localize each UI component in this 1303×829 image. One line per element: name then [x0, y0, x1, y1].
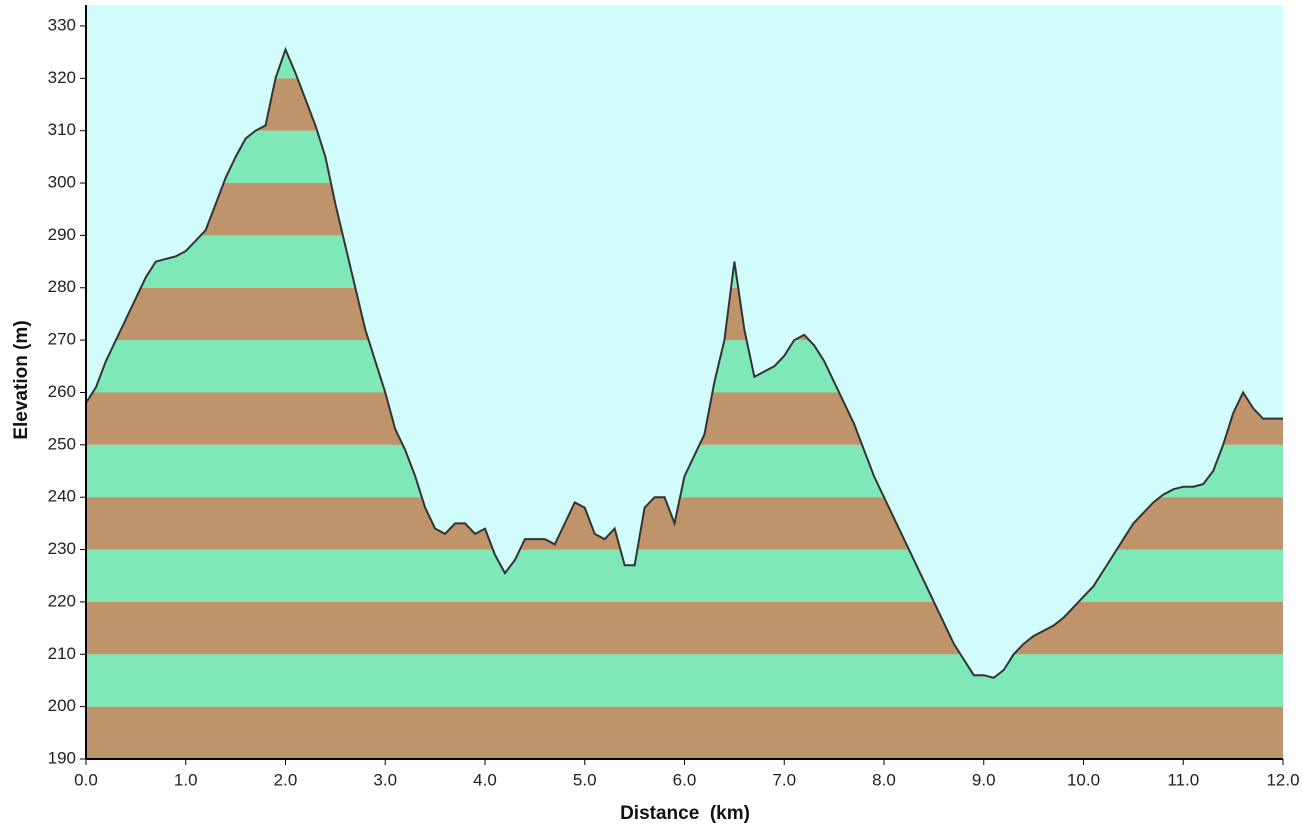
x-tick-label: 9.0 [972, 770, 996, 789]
y-tick-label: 300 [48, 173, 76, 192]
y-tick-label: 280 [48, 277, 76, 296]
x-tick-label: 7.0 [772, 770, 796, 789]
x-tick-label: 2.0 [274, 770, 298, 789]
y-tick-label: 260 [48, 382, 76, 401]
elevation-band [86, 654, 1283, 707]
y-tick-label: 190 [48, 748, 76, 767]
y-tick-label: 250 [48, 434, 76, 453]
y-tick-label: 220 [48, 591, 76, 610]
y-tick-label: 210 [48, 644, 76, 663]
x-tick-label: 11.0 [1167, 770, 1199, 789]
elevation-band [86, 706, 1283, 759]
x-tick-label: 4.0 [473, 770, 497, 789]
y-tick-label: 270 [48, 330, 76, 349]
x-tick-label: 8.0 [872, 770, 896, 789]
y-tick-label: 230 [48, 539, 76, 558]
x-tick-label: 12.0 [1266, 770, 1299, 789]
x-tick-label: 6.0 [673, 770, 697, 789]
x-tick-label: 1.0 [174, 770, 198, 789]
y-tick-label: 240 [48, 487, 76, 506]
elevation-line [85, 46, 1283, 679]
y-axis-title: Elevation (m) [11, 320, 32, 439]
x-axis-title: Distance (km) [620, 803, 750, 824]
elevation-band [86, 601, 1283, 655]
x-tick-label: 0.0 [74, 770, 98, 789]
y-tick-label: 320 [48, 68, 76, 87]
x-tick-label: 3.0 [373, 770, 397, 789]
y-tick-label: 290 [48, 225, 76, 244]
x-tick-label: 10.0 [1067, 770, 1100, 789]
x-tick-label: 5.0 [573, 770, 597, 789]
y-tick-label: 330 [48, 15, 76, 34]
y-tick-label: 200 [48, 696, 76, 715]
y-tick-label: 310 [48, 120, 76, 139]
